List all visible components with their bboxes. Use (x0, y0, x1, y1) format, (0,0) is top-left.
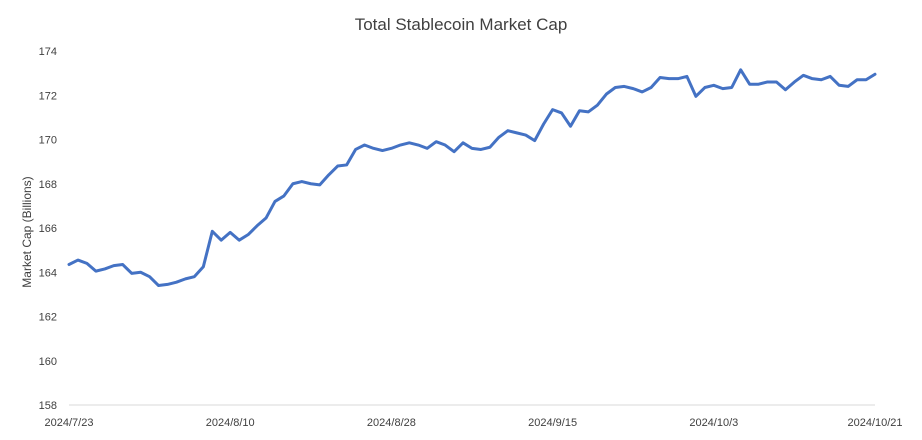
x-tick-label: 2024/7/23 (45, 417, 94, 429)
y-tick-label: 162 (39, 312, 57, 324)
y-tick-label: 166 (39, 223, 57, 235)
x-tick-label: 2024/10/21 (847, 417, 902, 429)
y-tick-label: 170 (39, 135, 57, 147)
x-tick-label: 2024/8/28 (367, 417, 416, 429)
series-line (67, 68, 877, 288)
y-tick-label: 160 (39, 356, 57, 368)
y-tick-label: 158 (39, 400, 57, 412)
x-tick-labels: 2024/7/23 2024/8/10 2024/8/28 2024/9/15 2024… (45, 417, 903, 429)
y-tick-label: 164 (39, 267, 57, 279)
y-tick-label: 172 (39, 90, 57, 102)
y-tick-label: 168 (39, 179, 57, 191)
y-tick-label: 174 (39, 46, 57, 58)
y-tick-labels: 158 160 162 164 166 168 170 172 174 (39, 46, 57, 412)
x-tick-label: 2024/8/10 (206, 417, 255, 429)
y-axis-label: Market Cap (Billions) (20, 176, 34, 287)
x-tick-label: 2024/9/15 (528, 417, 577, 429)
chart-title: Total Stablecoin Market Cap (355, 15, 568, 34)
x-tick-label: 2024/10/3 (689, 417, 738, 429)
